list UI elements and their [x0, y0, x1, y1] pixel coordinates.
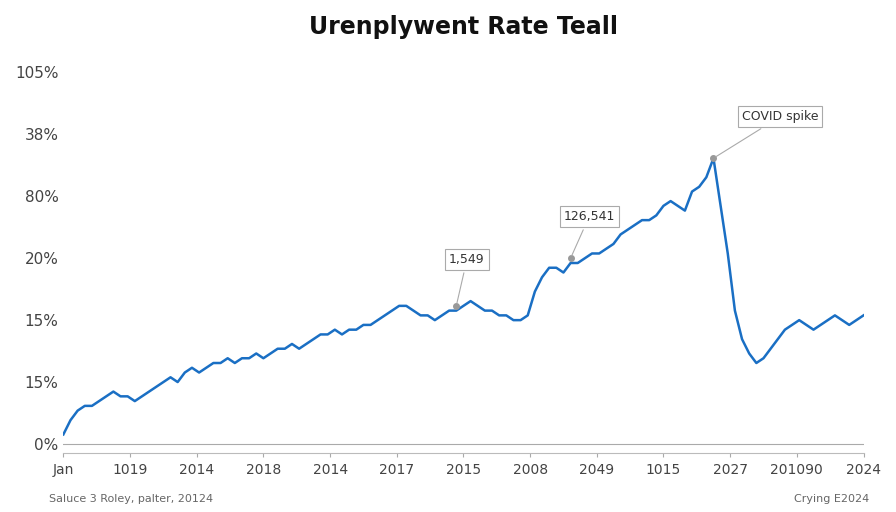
Text: 1,549: 1,549: [449, 253, 485, 303]
Text: COVID spike: COVID spike: [716, 110, 819, 157]
Title: Urenplywent Rate Teall: Urenplywent Rate Teall: [309, 15, 618, 39]
Text: Saluce 3 Roley, palter, 20124: Saluce 3 Roley, palter, 20124: [49, 494, 213, 504]
Text: Crying E2024: Crying E2024: [794, 494, 869, 504]
Text: 126,541: 126,541: [564, 210, 615, 255]
